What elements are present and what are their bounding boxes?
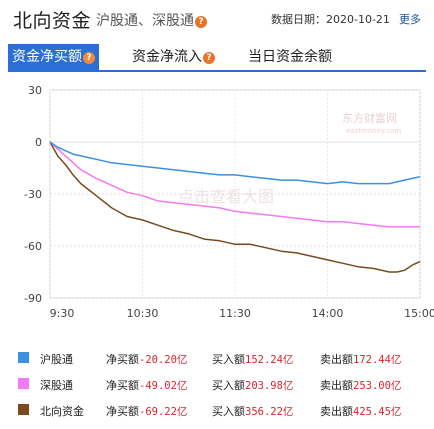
x-tick-label: 9:30 — [50, 307, 75, 320]
legend-name: 深股通 — [40, 379, 73, 392]
sell-label: 卖出额 — [320, 379, 353, 392]
tab-daily-balance-label: 当日资金余额 — [248, 49, 332, 65]
sell-label: 卖出额 — [320, 405, 353, 418]
flow-chart[interactable]: 30 0 -30 -60 -90 9:30 10:30 11:30 14:00 15:00 东方… — [0, 74, 434, 332]
legend-buy: 买入额152.24亿 — [212, 351, 293, 367]
sell-value: 172.44亿 — [353, 354, 402, 366]
legend-net: 净买额-69.22亿 — [106, 403, 187, 419]
watermark-domain: eastmoney.com — [346, 127, 401, 135]
series-line — [49, 141, 421, 185]
help-icon[interactable]: ? — [203, 52, 215, 64]
net-value: -20.20亿 — [139, 354, 188, 366]
net-value: -69.22亿 — [139, 406, 188, 418]
series-line — [49, 141, 421, 273]
data-date: 数据日期：2020-10-21 — [271, 13, 390, 26]
watermark-hint: 点击查看大图 — [178, 187, 274, 206]
buy-label: 买入额 — [212, 379, 245, 392]
swatch-sz — [18, 378, 29, 389]
y-tick-label: -60 — [24, 240, 42, 253]
buy-value: 356.22亿 — [245, 406, 294, 418]
x-tick-label: 15:00 — [404, 307, 434, 320]
tab-net-buy-label: 资金净买额 — [12, 49, 82, 65]
legend-name: 沪股通 — [40, 353, 73, 366]
legend-buy: 买入额356.22亿 — [212, 403, 293, 419]
subtitle-text: 沪股通、深股通 — [96, 13, 194, 29]
more-link[interactable]: 更多 — [399, 13, 421, 26]
y-tick-label: -30 — [24, 188, 42, 201]
legend-net: 净买额-49.02亿 — [106, 377, 187, 393]
tab-net-buy[interactable]: 资金净买额? — [8, 44, 99, 70]
x-axis: 9:30 10:30 11:30 14:00 15:00 — [50, 307, 434, 320]
tab-net-inflow[interactable]: 资金净流入? — [128, 44, 219, 70]
header: 北向资金 沪股通、深股通? 数据日期：2020-10-21 更多 — [0, 0, 434, 34]
subtitle: 沪股通、深股通? — [96, 10, 207, 30]
legend-sell: 卖出额425.45亿 — [320, 403, 401, 419]
legend-row-sh[interactable]: 沪股通 净买额-20.20亿 买入额152.24亿 卖出额172.44亿 — [0, 348, 434, 368]
net-label: 净买额 — [106, 353, 139, 366]
tab-bar: 资金净买额? 资金净流入? 当日资金余额 — [0, 44, 434, 74]
watermark-brand: 东方财富网 — [342, 111, 397, 125]
x-tick-label: 14:00 — [312, 307, 344, 320]
tab-net-inflow-label: 资金净流入 — [132, 49, 202, 65]
buy-label: 买入额 — [212, 405, 245, 418]
buy-label: 买入额 — [212, 353, 245, 366]
sell-value: 253.00亿 — [353, 380, 402, 392]
legend-row-north[interactable]: 北向资金 净买额-69.22亿 买入额356.22亿 卖出额425.45亿 — [0, 400, 434, 420]
series-lines — [49, 141, 421, 273]
chart-grid — [49, 89, 421, 299]
net-label: 净买额 — [106, 405, 139, 418]
help-icon[interactable]: ? — [195, 16, 207, 28]
tab-underline — [8, 70, 426, 72]
swatch-north — [18, 404, 29, 415]
net-label: 净买额 — [106, 379, 139, 392]
swatch-sh — [18, 352, 29, 363]
legend-sell: 卖出额253.00亿 — [320, 377, 401, 393]
help-icon[interactable]: ? — [83, 52, 95, 64]
series-line — [49, 141, 420, 228]
net-value: -49.02亿 — [139, 380, 188, 392]
tab-daily-balance[interactable]: 当日资金余额 — [244, 44, 336, 70]
page-title: 北向资金 — [13, 10, 92, 32]
y-tick-label: 0 — [35, 136, 42, 149]
sell-value: 425.45亿 — [353, 406, 402, 418]
x-tick-label: 10:30 — [127, 307, 159, 320]
y-tick-label: 30 — [28, 84, 42, 97]
legend-sell: 卖出额172.44亿 — [320, 351, 401, 367]
legend-name: 北向资金 — [40, 405, 84, 418]
sell-label: 卖出额 — [320, 353, 353, 366]
y-tick-label: -90 — [24, 292, 42, 305]
y-axis: 30 0 -30 -60 -90 — [24, 84, 42, 305]
legend-row-sz[interactable]: 深股通 净买额-49.02亿 买入额203.98亿 卖出额253.00亿 — [0, 374, 434, 394]
buy-value: 152.24亿 — [245, 354, 294, 366]
watermark: 东方财富网 eastmoney.com 点击查看大图 — [178, 111, 401, 206]
legend-buy: 买入额203.98亿 — [212, 377, 293, 393]
buy-value: 203.98亿 — [245, 380, 294, 392]
legend-net: 净买额-20.20亿 — [106, 351, 187, 367]
x-tick-label: 11:30 — [219, 307, 251, 320]
